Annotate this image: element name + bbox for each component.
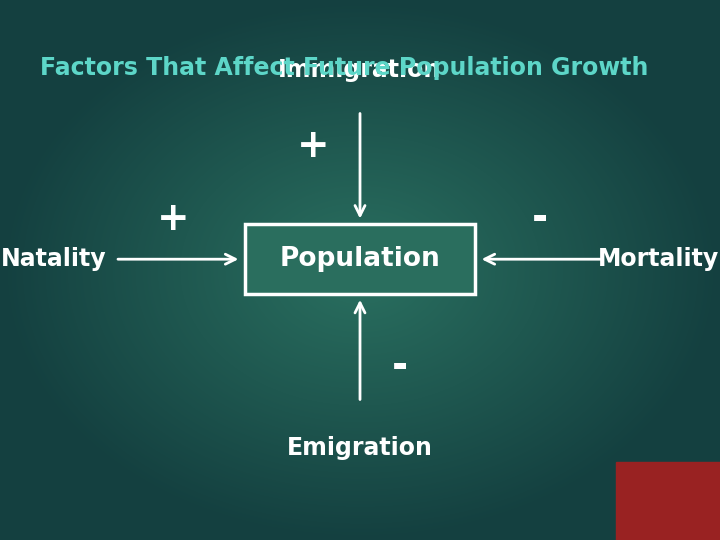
Bar <box>245 224 475 294</box>
Text: +: + <box>156 200 189 238</box>
Text: Population: Population <box>279 246 441 272</box>
Text: Immigration: Immigration <box>279 58 441 82</box>
Text: Emigration: Emigration <box>287 436 433 460</box>
Text: -: - <box>532 200 548 238</box>
Text: Natality: Natality <box>1 247 107 271</box>
Text: Mortality: Mortality <box>598 247 719 271</box>
Text: Factors That Affect Future Population Growth: Factors That Affect Future Population Gr… <box>40 56 648 79</box>
Text: +: + <box>297 127 330 165</box>
Text: -: - <box>392 348 408 386</box>
Bar <box>616 462 720 540</box>
